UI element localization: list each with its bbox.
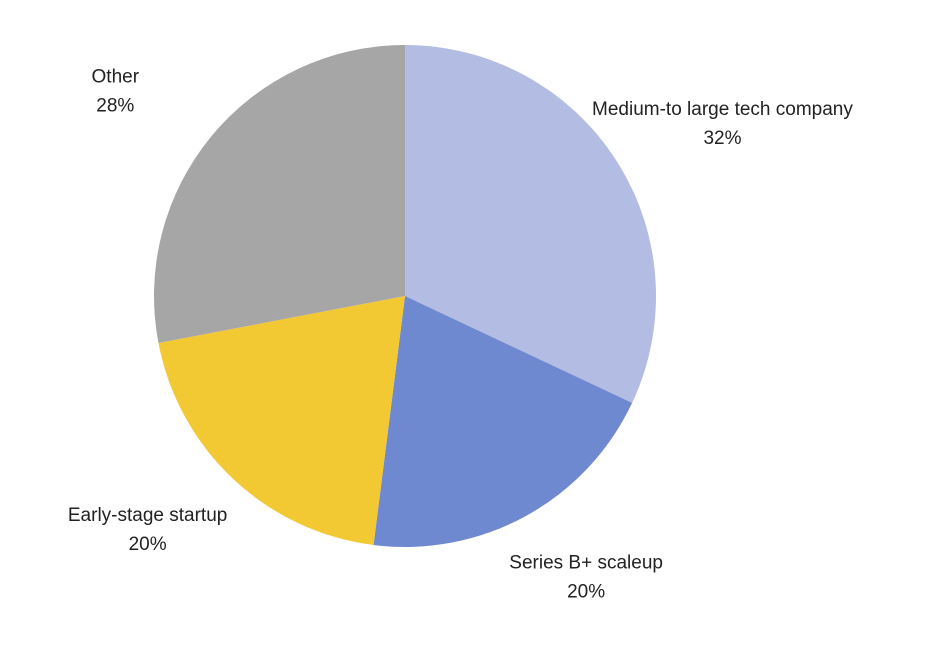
pie-slice bbox=[153, 45, 405, 344]
slice-label: Other bbox=[92, 66, 140, 87]
slice-value-label: 20% bbox=[567, 581, 605, 602]
pie-slice bbox=[373, 296, 633, 547]
slice-value-label: 32% bbox=[703, 128, 741, 149]
slice-label: Early-stage startup bbox=[68, 505, 227, 526]
slice-value-label: 20% bbox=[129, 534, 167, 555]
slice-value-label: 28% bbox=[96, 95, 134, 116]
pie-slice bbox=[405, 45, 656, 403]
slice-label: Medium-to large tech company bbox=[592, 99, 853, 120]
pie-slice bbox=[158, 296, 405, 546]
slice-label: Series B+ scaleup bbox=[509, 552, 663, 573]
